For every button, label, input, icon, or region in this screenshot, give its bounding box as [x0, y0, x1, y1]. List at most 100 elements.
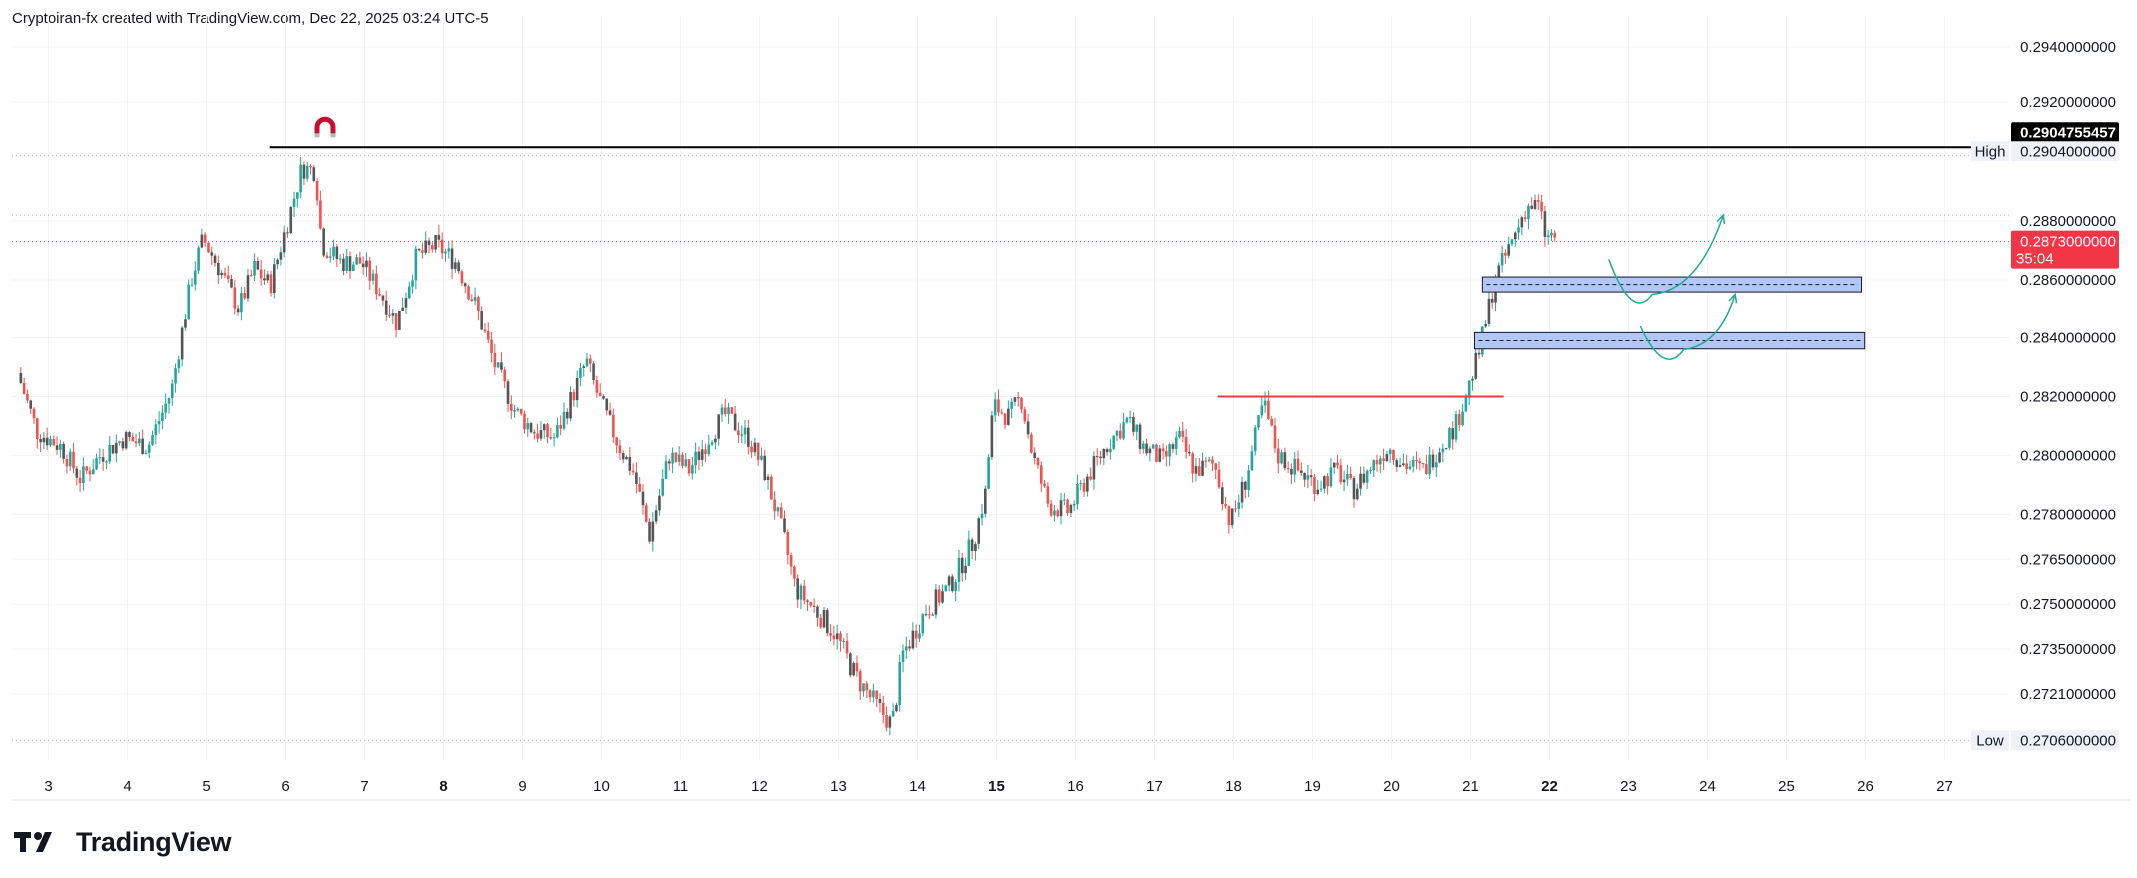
candle-body — [602, 396, 605, 399]
candle-body — [299, 164, 302, 193]
candle-body — [1372, 460, 1376, 471]
candle-body — [1388, 449, 1392, 455]
candle-body — [269, 274, 273, 294]
candle-body — [467, 286, 470, 300]
candle-body — [361, 263, 365, 268]
candle-body — [1520, 217, 1524, 228]
candle-body — [95, 458, 98, 470]
candle-body — [1092, 456, 1096, 480]
candle-body — [651, 521, 655, 542]
candle-body — [1507, 244, 1510, 256]
candle-body — [835, 633, 839, 640]
candle-body — [760, 455, 763, 460]
candle-body — [1303, 472, 1306, 480]
candle-body — [1260, 405, 1264, 416]
candle-body — [1020, 397, 1023, 410]
candle-body — [490, 339, 493, 353]
candle-body — [1000, 412, 1004, 414]
candle-body — [974, 543, 977, 551]
candle-body — [1227, 506, 1231, 526]
candle-body — [1527, 205, 1530, 220]
candle-body — [1066, 499, 1069, 514]
brand[interactable]: TradingView — [14, 824, 232, 860]
candle-body — [1537, 200, 1540, 202]
candle-body — [723, 407, 727, 415]
current-price-tag-bg — [2011, 230, 2119, 269]
candle-body — [243, 292, 246, 299]
candle-body — [1201, 460, 1204, 476]
candle-body — [1458, 414, 1461, 426]
candle-body — [1474, 352, 1478, 379]
candle-body — [325, 255, 329, 258]
low-label: Low — [1976, 732, 2004, 749]
candle-body — [579, 367, 582, 379]
candle-body — [918, 633, 921, 639]
candle-body — [256, 261, 260, 270]
candle-body — [503, 369, 507, 382]
candle-body — [197, 247, 200, 271]
x-tick-label: 17 — [1146, 778, 1163, 795]
low-label-bg — [1971, 730, 2009, 751]
candle-body — [1076, 484, 1079, 505]
x-tick-label: 7 — [360, 778, 368, 795]
candle-body — [480, 311, 483, 330]
candle-body — [421, 250, 424, 253]
candle-body — [72, 451, 75, 469]
candle-body — [1362, 473, 1366, 483]
candle-body — [483, 329, 487, 332]
candle-body — [1517, 227, 1520, 233]
price-tags: 0.2904755457 High 0.2904000000 0.2873000000… — [1971, 122, 2119, 751]
candle-body — [786, 531, 790, 556]
candle-body — [960, 557, 964, 574]
candle-body — [1165, 451, 1168, 457]
candle-body — [1171, 444, 1175, 449]
candle-body — [990, 415, 994, 458]
candle-body — [625, 456, 628, 460]
candle-body — [289, 206, 293, 234]
candle-body — [1402, 463, 1405, 466]
candle-body — [644, 505, 648, 522]
y-axis[interactable]: 0.2940000000 0.2920000000 0.2880000000 0.28… — [2020, 39, 2116, 703]
candle-body — [1421, 463, 1425, 465]
candle-body — [1369, 470, 1372, 472]
candle-body — [147, 444, 151, 453]
candle-body — [111, 444, 115, 454]
drawings[interactable] — [269, 116, 1977, 398]
candle-body — [1026, 421, 1030, 435]
candle-body — [819, 617, 823, 628]
candle-body — [776, 507, 780, 512]
candle-body — [951, 576, 954, 592]
candle-body — [595, 380, 599, 393]
candle-body — [88, 470, 92, 475]
candle-body — [266, 274, 270, 281]
candle-body — [1523, 217, 1527, 220]
candle-body — [220, 272, 223, 276]
magnet-icon[interactable] — [314, 116, 336, 138]
candle-body — [348, 256, 352, 272]
candle-body — [681, 454, 684, 467]
candle-body — [970, 539, 974, 551]
candle-body — [1339, 465, 1343, 483]
candle-body — [714, 438, 717, 443]
candle-body — [635, 472, 638, 484]
candle-body — [411, 280, 414, 287]
candle-body — [82, 466, 85, 483]
candle-body — [1079, 483, 1083, 485]
candle-body — [1477, 352, 1481, 355]
chart-header: Cryptoiran-fx created with TradingView.c… — [12, 10, 489, 27]
candle-body — [305, 165, 309, 179]
candle-body — [687, 459, 691, 474]
candle-body — [52, 438, 56, 446]
candle-body — [750, 446, 753, 453]
x-axis[interactable]: 3 4 5 6 7 8 9 10 11 12 13 14 15 16 17 18 19 20 21 22 23 24 25 2… — [44, 778, 1953, 795]
candle-body — [167, 398, 171, 404]
candle-body — [1467, 380, 1471, 398]
candle-body — [1355, 488, 1359, 500]
candle-body — [1155, 444, 1158, 462]
candle-body — [569, 392, 572, 419]
candle-body — [826, 609, 829, 634]
candle-body — [589, 358, 592, 364]
candle-body — [1550, 232, 1553, 236]
candle-body — [450, 248, 454, 269]
